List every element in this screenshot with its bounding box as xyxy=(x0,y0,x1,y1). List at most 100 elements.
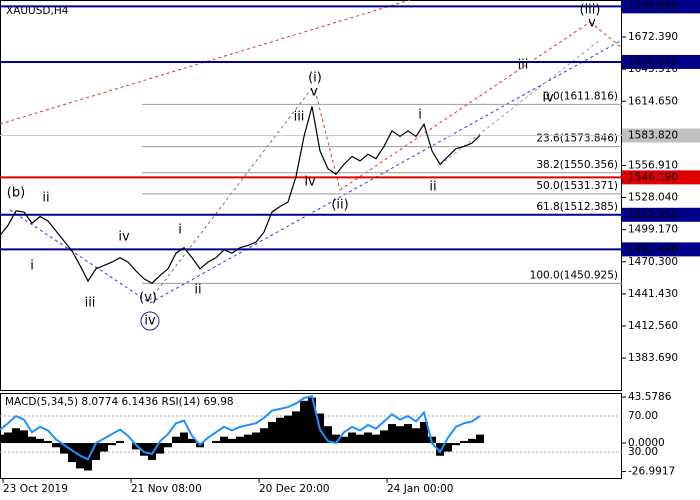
y-tick-label: 43.5786 xyxy=(628,391,672,403)
chart-title: XAUUSD,H4 xyxy=(6,5,69,17)
y-tick-label: 1412.560 xyxy=(628,320,678,332)
wave-label: i xyxy=(418,108,422,123)
macd-bar xyxy=(460,440,468,444)
wave-label: (v) xyxy=(139,291,157,306)
macd-bar xyxy=(4,432,12,444)
macd-bar xyxy=(444,443,452,452)
macd-bar xyxy=(60,443,68,454)
current-price-label: 1583.820 xyxy=(628,130,678,142)
y-tick-label: 1470.300 xyxy=(628,256,678,268)
trend-line xyxy=(339,21,591,191)
macd-bar xyxy=(436,443,444,456)
macd-bar xyxy=(332,434,340,444)
wave-circle xyxy=(140,311,160,331)
level-label-bg xyxy=(622,170,700,185)
current-price-bg xyxy=(622,128,700,143)
fib-label: 61.8(1512.385) xyxy=(536,201,618,213)
macd-bar xyxy=(188,438,196,444)
wave-label: (ii) xyxy=(331,198,348,213)
macd-bar xyxy=(420,421,428,444)
x-tick-label: 21 Nov 08:00 xyxy=(131,483,202,495)
y-tick-label: 1528.040 xyxy=(628,192,678,204)
wave-label: iv xyxy=(144,314,156,329)
trend-line xyxy=(589,21,623,49)
level-label-bg xyxy=(622,0,700,14)
wave-label: (iii) xyxy=(580,3,601,18)
macd-bar xyxy=(348,432,356,444)
x-tick-label: 24 Jan 00:00 xyxy=(387,483,453,495)
macd-bar xyxy=(388,424,396,444)
macd-bar xyxy=(268,421,276,444)
price-line xyxy=(0,106,481,284)
wave-label: i xyxy=(30,259,34,274)
fib-label: 38.2(1550.356) xyxy=(536,159,618,171)
wave-label: iv xyxy=(304,175,316,190)
y-tick-label: 1556.910 xyxy=(628,159,678,171)
macd-bar xyxy=(36,438,44,444)
macd-bar xyxy=(148,443,156,460)
macd-bar xyxy=(468,438,476,444)
trend-line xyxy=(439,39,601,166)
macd-bar xyxy=(44,440,52,444)
y-tick-label: 1499.170 xyxy=(628,224,678,236)
level-label: 1650.000 xyxy=(628,56,678,68)
macd-bar xyxy=(300,400,308,444)
macd-bar xyxy=(276,417,284,444)
fib-label: 23.6(1573.846) xyxy=(536,133,618,145)
wave-label: iii xyxy=(294,110,305,125)
wave-label: (i) xyxy=(308,71,322,86)
macd-bar xyxy=(284,415,292,444)
trend-line xyxy=(9,209,151,304)
macd-bar xyxy=(140,443,148,456)
macd-bar xyxy=(244,434,252,444)
trend-line xyxy=(314,89,341,191)
wave-label: (b) xyxy=(7,186,25,201)
macd-bar xyxy=(364,432,372,444)
macd-bar xyxy=(252,432,260,444)
wave-label: iii xyxy=(85,296,96,311)
level-label: 1700.000 xyxy=(628,0,678,12)
fib-label: 100.0(1450.925) xyxy=(530,269,618,281)
wave-label: iv xyxy=(118,230,130,245)
macd-bar xyxy=(116,440,124,444)
macd-bar xyxy=(132,443,140,450)
macd-bar xyxy=(380,430,388,444)
level-label: 1512.550 xyxy=(628,209,678,221)
macd-bar xyxy=(476,434,484,444)
trend-line xyxy=(0,0,411,125)
macd-bar xyxy=(92,443,100,460)
x-tick-label: 20 Dec 20:00 xyxy=(259,483,330,495)
wave-label: v xyxy=(588,16,596,31)
trend-line xyxy=(149,39,623,304)
wave-label: v xyxy=(310,85,318,100)
macd-bar xyxy=(172,436,180,444)
macd-bar xyxy=(404,424,412,444)
macd-bar xyxy=(108,443,116,446)
wave-label: iii xyxy=(518,58,529,73)
level-label: 1546.190 xyxy=(628,171,678,183)
macd-bar xyxy=(52,443,60,448)
macd-bar xyxy=(260,428,268,444)
macd-bar xyxy=(372,434,380,444)
rsi-line xyxy=(0,395,481,461)
y-tick-label: 1614.650 xyxy=(628,95,678,107)
indicator-title: MACD(5,34,5) 8.0774 6.1436 RSI(14) 69.98 xyxy=(5,396,234,408)
fib-label: 50.0(1531.371) xyxy=(536,180,618,192)
macd-bar xyxy=(100,443,108,452)
wave-label: i xyxy=(178,223,182,238)
fib-label: 0.0(1611.816) xyxy=(543,90,618,102)
macd-bar xyxy=(452,443,460,446)
macd-bar xyxy=(68,443,76,463)
y2-tick-label: 70.00 xyxy=(628,410,658,422)
wave-label: ii xyxy=(194,283,201,298)
y-tick-label: -26.9917 xyxy=(628,466,675,478)
level-label-bg xyxy=(622,242,700,257)
macd-bar xyxy=(412,428,420,444)
macd-bar xyxy=(396,426,404,444)
y-tick-label: 0.0000 xyxy=(628,437,665,449)
wave-label: ii xyxy=(42,191,49,206)
macd-bar xyxy=(180,432,188,444)
macd-bar xyxy=(220,436,228,444)
macd-bar xyxy=(164,443,172,448)
